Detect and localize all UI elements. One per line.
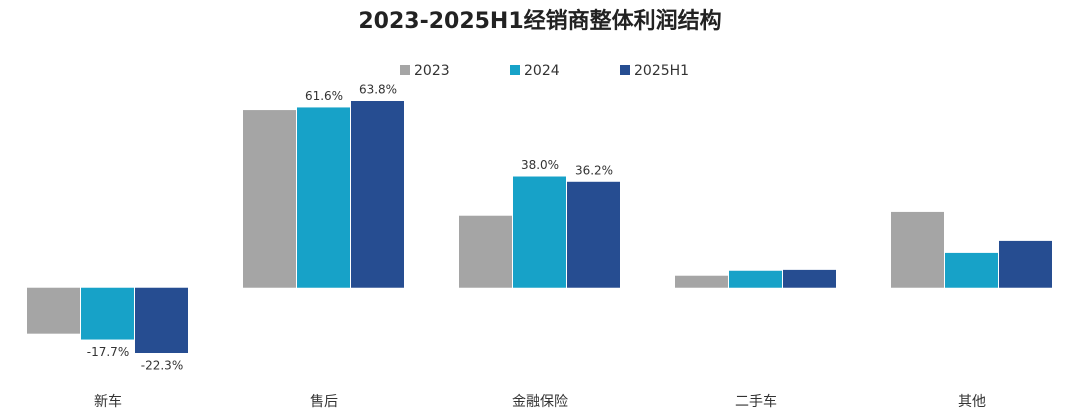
bar [27,287,80,334]
bar [999,240,1052,288]
legend-label: 2023 [414,63,450,79]
bar [81,287,134,340]
bar [459,215,512,288]
bar [513,176,566,288]
data-label: -22.3% [141,359,183,373]
bar [729,270,782,288]
bar [243,110,296,288]
bar [891,211,944,288]
bar [945,252,998,288]
legend-label: 2025H1 [634,63,689,79]
legend-label: 2024 [524,63,560,79]
data-label: 63.8% [359,83,397,97]
x-tick-label: 新车 [94,393,122,410]
bar [567,181,620,288]
legend-swatch [620,65,630,75]
legend-swatch [510,65,520,75]
data-label: -17.7% [87,345,129,359]
data-label: 36.2% [575,163,613,177]
bar [783,269,836,288]
x-tick-label: 其他 [958,394,986,410]
data-label: 61.6% [305,89,343,103]
x-tick-label: 二手车 [735,393,777,410]
bar [351,101,404,288]
x-tick-label: 金融保险 [512,394,568,410]
data-label: 38.0% [521,158,559,172]
x-tick-label: 售后 [310,394,338,410]
legend-swatch [400,65,410,75]
bar [675,275,728,288]
bar [297,107,350,288]
bar [135,287,188,353]
chart-title: 2023-2025H1经销商整体利润结构 [358,8,721,34]
